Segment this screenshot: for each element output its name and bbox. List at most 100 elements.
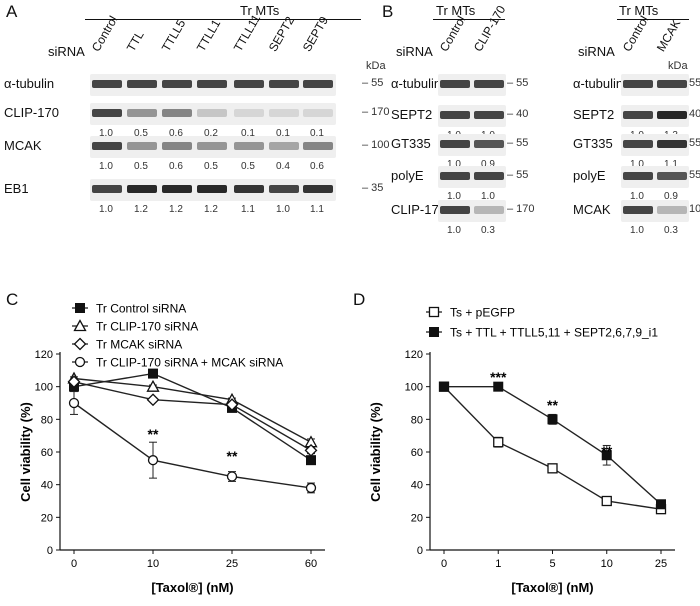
panel-a-group-title: Tr MTs — [240, 3, 280, 18]
panel-b-right-kda-0: 55 — [689, 77, 700, 89]
panel-b-left-sirna-label: siRNA — [396, 44, 433, 59]
panel-a-kda-0: – 55 — [362, 77, 384, 89]
panel-a-band-0-5 — [269, 80, 299, 88]
panel-b-left-band-4-1 — [474, 206, 504, 214]
series-line-1 — [73, 377, 312, 443]
panel-a-lane-3: TTLL1 — [193, 16, 224, 54]
x-tick-label: 10 — [601, 558, 613, 570]
y-axis-label: Cell viability (%) — [18, 402, 33, 502]
panel-b-right-strip-2 — [621, 134, 689, 156]
panel-b-left-lane-1: CLIP-170 — [470, 3, 509, 54]
panel-b-right-quant-2-1: 1.1 — [664, 159, 678, 170]
panel-b-right-row-label-2: GT335 — [573, 136, 613, 151]
panel-b-left-row-label-2: GT335 — [391, 136, 431, 151]
panel-a-band-2-3 — [197, 142, 227, 150]
panel-b-left-kda-1: – 40 — [507, 108, 529, 120]
panel-a-lane-1: TTL — [123, 28, 147, 54]
legend-marker-1 — [73, 319, 87, 332]
panel-b-right-sirna-label: siRNA — [578, 44, 615, 59]
significance-label: *** — [490, 369, 507, 385]
panel-b-right-group-line — [617, 19, 689, 20]
panel-b-left-quant-2-0: 1.0 — [447, 159, 461, 170]
panel-a-band-1-6 — [303, 109, 333, 117]
panel-b-left-row-label-0: α-tubulin — [391, 76, 442, 91]
panel-a-lane-2: TTLL5 — [158, 16, 189, 54]
panel-a-quant-2-2: 0.6 — [169, 161, 183, 172]
panel-b-left-group-title: Tr MTs — [436, 3, 476, 18]
y-tick-label: 60 — [411, 447, 423, 459]
panel-b-left-band-3-1 — [474, 172, 504, 180]
point-1-1 — [146, 379, 160, 392]
panel-b-left-band-1-1 — [474, 111, 504, 119]
panel-c-label: C — [6, 290, 19, 309]
panel-a-band-2-0 — [92, 142, 122, 150]
panel-b-left-row-label-4: CLIP-170 — [391, 202, 446, 217]
panel-b-right-group-title: Tr MTs — [619, 3, 659, 18]
point-1-4 — [656, 499, 666, 510]
panel-b-left-strip-2 — [438, 134, 506, 156]
panel-b-left-band-4-0 — [440, 206, 470, 214]
panel-a-row-label-1: CLIP-170 — [4, 105, 59, 120]
panel-b-right-kda-2: 55 — [689, 137, 700, 149]
panel-a-band-1-4 — [234, 109, 264, 117]
panel-a-band-0-1 — [127, 80, 157, 88]
panel-a-row-label-3: EB1 — [4, 181, 29, 196]
panel-a-quant-3-0: 1.0 — [99, 204, 113, 215]
panel-a-quant-2-4: 0.5 — [241, 161, 255, 172]
panel-a-label: A — [6, 2, 18, 21]
point-3-0 — [68, 397, 80, 409]
legend-label-3: Tr CLIP-170 siRNA + MCAK siRNA — [96, 356, 283, 370]
legend-label-2: Tr MCAK siRNA — [96, 338, 182, 352]
panel-a-quant-1-3: 0.2 — [204, 128, 218, 139]
panel-b-right-row-label-0: α-tubulin — [573, 76, 624, 91]
panel-b-right-quant-3-0: 1.0 — [630, 191, 644, 202]
panel-b-right-strip-1 — [621, 105, 689, 127]
panel-d-chart: 0 20 40 60 80 100 120 0 1 5 10 25 [Taxol®] (nM) Cell … — [368, 306, 675, 595]
panel-b-left-band-0-1 — [474, 80, 504, 88]
panel-a-band-0-3 — [197, 80, 227, 88]
panel-b-right-kda-3: 55 — [689, 169, 700, 181]
panel-b-left-strip-1 — [438, 105, 506, 127]
panel-b-left-strip-3 — [438, 166, 506, 188]
legend-label-0: Tr Control siRNA — [96, 302, 186, 316]
panel-b-left-band-2-1 — [474, 140, 504, 148]
panel-b-right-band-0-1 — [657, 80, 687, 88]
panel-b-kda-label: kDa — [668, 60, 688, 72]
point-0-1 — [148, 368, 158, 379]
panel-a-band-2-2 — [162, 142, 192, 150]
panel-b-right-band-3-1 — [657, 172, 687, 180]
point-2-1 — [146, 393, 160, 407]
panel-a-band-3-4 — [234, 185, 264, 193]
point-1-2 — [547, 414, 558, 425]
significance-label: ** — [227, 448, 238, 464]
panel-a-band-3-2 — [162, 185, 192, 193]
panel-a-quant-1-0: 1.0 — [99, 128, 113, 139]
legend-marker-0 — [428, 306, 440, 318]
x-tick-label: 0 — [441, 558, 447, 570]
panel-a-band-1-1 — [127, 109, 157, 117]
panel-a-band-0-4 — [234, 80, 264, 88]
panel-a-band-3-3 — [197, 185, 227, 193]
panel-b-left-strip-0 — [438, 74, 506, 96]
panel-b-right-quant-4-0: 1.0 — [630, 225, 644, 236]
panel-b-left-kda-3: – 55 — [507, 169, 529, 181]
panel-a-band-3-5 — [269, 185, 299, 193]
panel-a-sirna-label: siRNA — [48, 44, 85, 59]
panel-a-band-0-2 — [162, 80, 192, 88]
x-tick-label: 25 — [226, 558, 238, 570]
panel-b-left-band-1-0 — [440, 111, 470, 119]
panel-b-right-row-label-4: MCAK — [573, 202, 611, 217]
panel-a-band-1-0 — [92, 109, 122, 117]
panel-b-right-band-4-0 — [623, 206, 653, 214]
panel-b-left-quant-4-0: 1.0 — [447, 225, 461, 236]
y-tick-label: 40 — [41, 480, 53, 492]
series-line-0 — [73, 372, 312, 461]
panel-b-right-row-label-3: polyE — [573, 168, 606, 183]
panel-b-right-row-label-1: SEPT2 — [573, 107, 615, 122]
panel-b-left-row-label-1: SEPT2 — [391, 107, 433, 122]
panel-a-kda-label: kDa — [366, 60, 386, 72]
panel-a-band-0-6 — [303, 80, 333, 88]
legend-marker-0 — [75, 303, 85, 313]
y-tick-label: 0 — [417, 545, 423, 557]
panel-b-right-quant-3-1: 0.9 — [664, 191, 678, 202]
